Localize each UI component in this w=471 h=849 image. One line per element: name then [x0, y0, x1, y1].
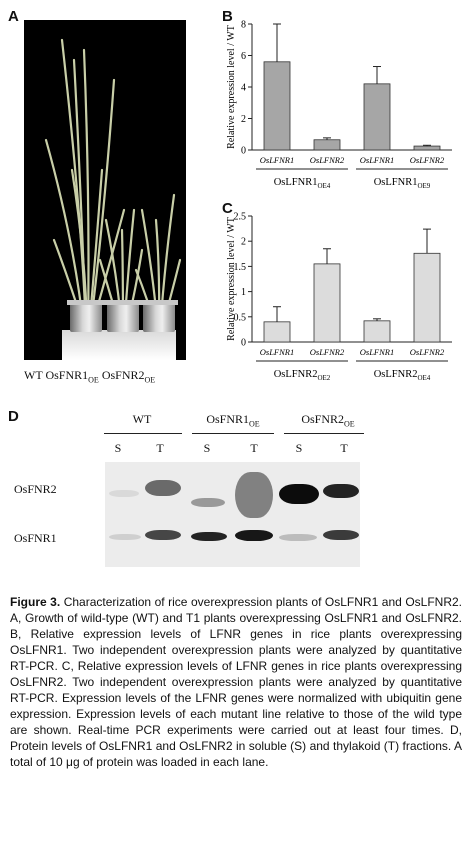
group-label: OsLFNR1OE9: [374, 177, 431, 190]
bar: [363, 320, 391, 343]
blot-band: [235, 530, 273, 541]
blot-group-osfnr2-sub: OE: [344, 419, 355, 429]
caption-osfnr2-sub: OE: [144, 375, 156, 385]
group-label: OsLFNR2OE4: [374, 369, 431, 382]
caption-osfnr1-sub: OE: [88, 375, 99, 385]
blot-group-line-osfnr1: [192, 433, 274, 434]
y-tick-label: 6: [241, 51, 246, 62]
figure-number: Figure 3.: [10, 595, 61, 609]
bar: [263, 321, 291, 343]
lane-label: S: [203, 441, 211, 455]
blot-band: [145, 480, 181, 496]
x-tick-label: OsLFNR1: [360, 155, 394, 165]
blot-band: [109, 490, 139, 497]
pot-wt: [67, 300, 105, 332]
blot-group-osfnr1: OsFNR1OE: [188, 412, 278, 428]
x-tick-label: OsLFNR1: [360, 347, 394, 357]
blot-group-osfnr1-sub: OE: [249, 419, 260, 429]
blot-group-line-osfnr2: [284, 433, 364, 434]
pot-osfnr2: [140, 300, 178, 332]
figure-caption: Figure 3. Characterization of rice overe…: [10, 594, 462, 770]
y-tick-label: 0: [241, 338, 246, 349]
blot-band: [191, 498, 225, 507]
blot-band: [235, 472, 273, 518]
blot-band: [279, 534, 317, 541]
caption-wt: WT: [24, 368, 43, 382]
lane-label: T: [250, 441, 258, 455]
figure-caption-text: Characterization of rice overexpression …: [10, 595, 462, 769]
blot-group-osfnr2-name: OsFNR2: [301, 412, 344, 426]
y-tick-label: 0.5: [234, 312, 247, 323]
lane-label: T: [340, 441, 348, 455]
chart-c: Relative expression level / WT 0 0.5 1 1.5 2 2…: [226, 212, 452, 382]
blot-group-line-wt: [104, 433, 182, 434]
plant-growth-photo: [24, 20, 186, 360]
bar: [363, 83, 391, 151]
bar: [413, 145, 441, 151]
group-label: OsLFNR2OE2: [274, 369, 331, 382]
blot-group-wt-name: WT: [132, 412, 152, 426]
panel-label-d: D: [8, 408, 19, 425]
bar: [413, 252, 441, 343]
lane-label: S: [295, 441, 303, 455]
x-tick-label: OsLFNR1: [260, 155, 294, 165]
bar: [313, 139, 341, 151]
table-surface: [62, 330, 176, 360]
blot-band: [323, 484, 359, 498]
group-label: OsLFNR1OE4: [274, 177, 331, 190]
panel-label-b: B: [222, 8, 233, 25]
y-tick-label: 0: [241, 146, 246, 157]
blot-band: [145, 530, 181, 540]
lane-label: S: [114, 441, 122, 455]
panel-label-a: A: [8, 8, 19, 25]
y-axis-label: Relative expression level / WT: [226, 25, 237, 149]
blot-row-label-osfnr1: OsFNR1: [14, 531, 57, 545]
blot-row-label-osfnr2: OsFNR2: [14, 482, 57, 496]
y-tick-label: 4: [241, 83, 246, 94]
blot-band: [191, 532, 227, 541]
panel-a-caption: WT OsFNR1OE OsFNR2OE: [24, 368, 204, 384]
blot-band: [109, 534, 141, 540]
chart-b: Relative expression level / WT 0 2 4 6 8 OsLFN…: [226, 20, 452, 190]
y-tick-label: 1.5: [234, 262, 247, 273]
caption-osfnr2: OsFNR2: [101, 368, 145, 382]
x-tick-label: OsLFNR1: [260, 347, 294, 357]
caption-osfnr1: OsFNR1: [45, 368, 89, 382]
x-tick-label: OsLFNR2: [310, 155, 345, 165]
blot-group-wt: WT: [112, 412, 172, 427]
panel-label-c: C: [222, 200, 233, 217]
pot-osfnr1: [104, 300, 142, 332]
x-tick-label: OsLFNR2: [410, 155, 445, 165]
y-axis-label: Relative expression level / WT: [226, 217, 237, 341]
blot-group-osfnr2: OsFNR2OE: [283, 412, 373, 428]
blot-group-osfnr1-name: OsFNR1: [206, 412, 249, 426]
y-tick-label: 1: [241, 287, 246, 298]
lane-label: T: [156, 441, 164, 455]
bar: [313, 263, 341, 343]
y-tick-label: 2: [241, 237, 246, 248]
western-blot: [105, 462, 360, 567]
blot-band: [279, 484, 319, 504]
y-tick-label: 2.5: [234, 212, 247, 223]
x-tick-label: OsLFNR2: [310, 347, 345, 357]
y-tick-label: 8: [241, 20, 246, 31]
x-tick-label: OsLFNR2: [410, 347, 445, 357]
y-tick-label: 2: [241, 114, 246, 125]
blot-band: [323, 530, 359, 540]
bar: [263, 61, 291, 151]
